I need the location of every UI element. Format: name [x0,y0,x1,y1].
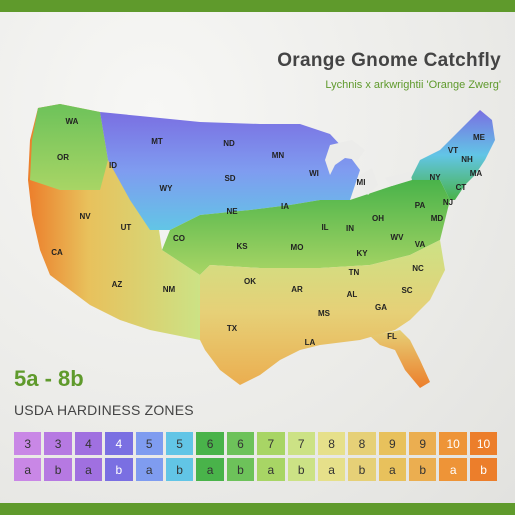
map-region-northeast [410,110,495,200]
zone-swatch-number: 4 [74,432,103,455]
state-label-in: IN [346,224,354,233]
state-label-mn: MN [272,151,285,160]
state-label-nj: NJ [443,198,453,207]
botanical-name: Lychnis x arkwrightii 'Orange Zwerg' [325,79,501,91]
state-label-nd: ND [223,139,235,148]
zone-swatch-letter: a [378,458,407,481]
state-label-la: LA [305,338,316,347]
state-label-nm: NM [163,285,176,294]
state-label-oh: OH [372,214,384,223]
zone-swatch-number: 6 [196,432,224,455]
state-label-ma: MA [470,169,483,178]
zone-swatch-number: 5 [165,432,194,455]
state-label-tn: TN [349,268,360,277]
state-label-wv: WV [391,233,405,242]
state-label-id: ID [109,161,117,170]
great-lakes [325,140,412,195]
state-label-md: MD [431,214,444,223]
zone-swatch-number: 5 [135,432,163,455]
state-label-mi: MI [357,178,366,187]
zone-swatch-letter: b [226,458,255,481]
state-label-va: VA [415,240,426,249]
state-label-az: AZ [112,280,123,289]
zone-swatch-letter: a [439,458,467,481]
zone-swatch-number: 9 [409,432,437,455]
zone-swatch-letter: a [196,458,224,481]
zone-swatch-letter: b [44,458,72,481]
state-label-al: AL [347,290,358,299]
state-label-sc: SC [401,286,412,295]
state-label-ny: NY [429,173,441,182]
state-label-ks: KS [236,242,248,251]
zone-swatch-number: 7 [257,432,285,455]
state-label-tx: TX [227,324,238,333]
zone-swatch-number: 10 [439,432,467,455]
legend-title: USDA HARDINESS ZONES [14,402,194,418]
map-region-pacific-nw [30,104,108,190]
state-label-sd: SD [224,174,235,183]
zone-swatch-letter: b [287,458,315,481]
state-label-fl: FL [387,332,397,341]
map-region-south [200,240,445,385]
zone-swatch-letter: a [74,458,103,481]
zone-swatch-letter: a [317,458,346,481]
zone-swatch-number: 3 [44,432,72,455]
state-label-vt: VT [448,146,458,155]
state-label-ut: UT [121,223,132,232]
zone-swatch-letter: a [257,458,285,481]
zone-swatch-letter: b [105,458,133,481]
zone-swatch-letter: b [165,458,194,481]
state-label-ga: GA [375,303,387,312]
state-label-mo: MO [291,243,304,252]
zone-swatch-number: 3 [14,432,42,455]
state-label-ca: CA [51,248,63,257]
state-label-ok: OK [244,277,256,286]
state-label-il: IL [321,223,328,232]
state-label-wi: WI [309,169,319,178]
map-region-north [100,112,360,230]
state-label-wa: WA [66,117,79,126]
state-label-mt: MT [151,137,163,146]
state-label-pa: PA [415,201,426,210]
state-label-ar: AR [291,285,303,294]
bottom-frame-bar [0,503,515,515]
zone-swatch-letter: b [348,458,376,481]
hardiness-zone-range: 5a - 8b [14,366,84,391]
state-label-ia: IA [281,202,289,211]
zone-swatch-number: 8 [348,432,376,455]
state-label-ky: KY [356,249,368,258]
map-region-central [162,180,450,275]
zone-swatch-letter: b [469,458,498,481]
zone-swatch-letter: a [135,458,163,481]
zone-swatch-number: 7 [287,432,315,455]
zone-swatch-letter: a [14,458,42,481]
zone-swatch-letter: b [409,458,437,481]
state-label-nc: NC [412,264,424,273]
zone-swatch-number: 6 [226,432,255,455]
state-label-nh: NH [461,155,473,164]
top-frame-bar [0,0,515,12]
state-label-wy: WY [160,184,174,193]
state-label-me: ME [473,133,486,142]
page-title: Orange Gnome Catchfly [277,50,501,71]
state-label-co: CO [173,234,185,243]
zone-swatch-number: 4 [105,432,133,455]
map-region-florida [370,330,430,388]
state-label-ne: NE [226,207,238,216]
state-label-ct: CT [456,183,467,192]
state-label-or: OR [57,153,69,162]
state-label-nv: NV [79,212,91,221]
zone-swatch-number: 9 [378,432,407,455]
zone-swatch-number: 8 [317,432,346,455]
zone-swatch-number: 10 [469,432,498,455]
zone-number-row: 3 3 4 4 5 5 6 6 7 7 8 8 9 9 10 10 [14,432,501,455]
state-label-ms: MS [318,309,331,318]
